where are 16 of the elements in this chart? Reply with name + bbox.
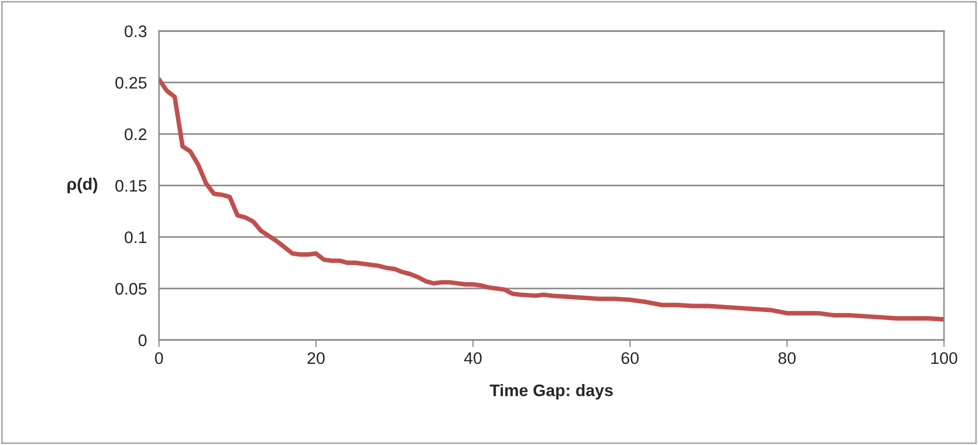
y-tick-label: 0.3: [124, 25, 146, 38]
x-tick-label: 20: [308, 352, 325, 364]
x-tick-label: 80: [778, 352, 796, 364]
y-tick-label: 0: [138, 334, 147, 346]
line-series: [159, 77, 944, 322]
y-tick-label: 0.15: [115, 180, 146, 192]
x-tick-label: 0: [155, 352, 163, 364]
x-tick-label: 40: [464, 352, 482, 364]
y-tick-label: 0.2: [124, 128, 146, 140]
y-axis-title: ρ(d): [67, 178, 98, 194]
y-tick-label: 0.25: [115, 76, 146, 89]
y-tick-label: 0.1: [124, 231, 146, 244]
x-tick-label: 60: [622, 352, 639, 364]
x-tick-label: 100: [931, 352, 958, 364]
y-tick-label: 0.05: [115, 282, 146, 295]
x-axis-title: Time Gap: days: [490, 384, 613, 400]
